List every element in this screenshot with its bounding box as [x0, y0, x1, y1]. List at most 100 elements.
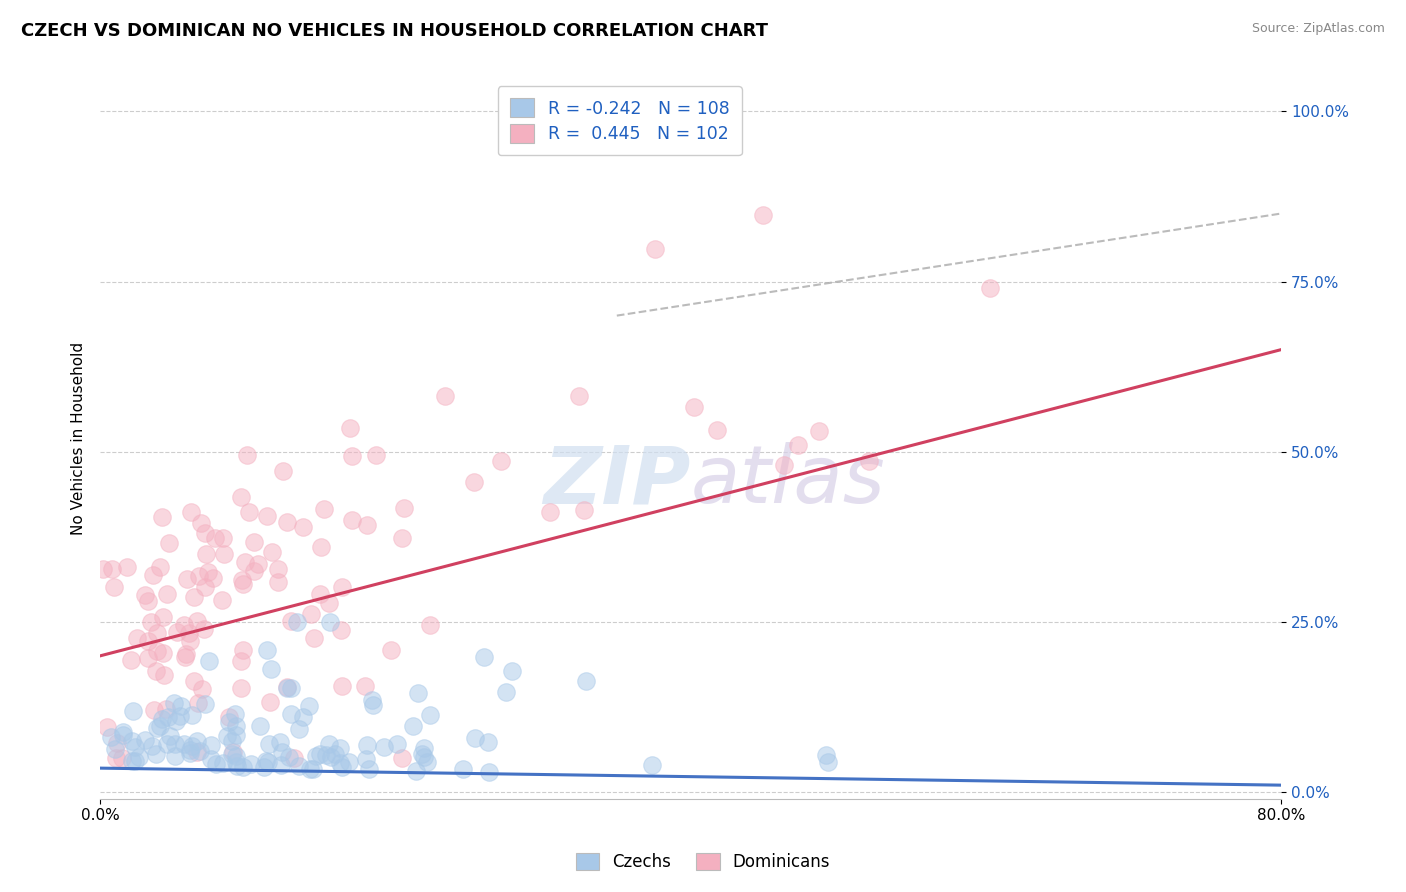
- Point: [211, 592, 233, 607]
- Point: [225, 728, 247, 742]
- Point: [309, 747, 332, 761]
- Point: [464, 731, 486, 746]
- Point: [157, 536, 180, 550]
- Point: [858, 454, 880, 468]
- Point: [299, 607, 322, 621]
- Point: [173, 737, 195, 751]
- Point: [254, 754, 277, 768]
- Point: [318, 737, 340, 751]
- Point: [150, 510, 173, 524]
- Point: [166, 624, 188, 639]
- Point: [472, 650, 495, 665]
- Point: [104, 751, 127, 765]
- Point: [501, 664, 523, 678]
- Point: [814, 748, 837, 763]
- Point: [309, 587, 332, 601]
- Point: [572, 503, 595, 517]
- Point: [222, 745, 245, 759]
- Point: [218, 715, 240, 730]
- Point: [280, 681, 302, 695]
- Point: [179, 746, 201, 760]
- Point: [188, 744, 211, 758]
- Point: [96, 720, 118, 734]
- Point: [314, 502, 336, 516]
- Point: [225, 755, 247, 769]
- Point: [278, 750, 301, 764]
- Point: [205, 756, 228, 771]
- Point: [146, 644, 169, 658]
- Point: [301, 762, 323, 776]
- Point: [406, 686, 429, 700]
- Point: [276, 681, 298, 695]
- Point: [231, 573, 253, 587]
- Point: [329, 623, 352, 637]
- Point: [145, 747, 167, 762]
- Point: [330, 580, 353, 594]
- Point: [817, 755, 839, 769]
- Point: [752, 208, 775, 222]
- Point: [224, 706, 246, 721]
- Point: [157, 709, 180, 723]
- Point: [152, 668, 174, 682]
- Point: [337, 755, 360, 769]
- Point: [134, 588, 156, 602]
- Point: [259, 662, 281, 676]
- Point: [329, 756, 352, 770]
- Point: [243, 564, 266, 578]
- Point: [186, 745, 208, 759]
- Point: [288, 758, 311, 772]
- Point: [145, 664, 167, 678]
- Point: [156, 737, 179, 751]
- Point: [179, 634, 201, 648]
- Point: [231, 654, 253, 668]
- Point: [291, 710, 314, 724]
- Point: [197, 566, 219, 580]
- Point: [276, 680, 298, 694]
- Point: [173, 650, 195, 665]
- Point: [136, 651, 159, 665]
- Point: [318, 597, 340, 611]
- Point: [183, 591, 205, 605]
- Point: [212, 531, 235, 545]
- Point: [329, 741, 352, 756]
- Point: [169, 709, 191, 723]
- Point: [156, 587, 179, 601]
- Point: [266, 575, 288, 590]
- Point: [128, 749, 150, 764]
- Point: [319, 750, 342, 764]
- Point: [411, 747, 433, 761]
- Point: [242, 534, 264, 549]
- Point: [391, 531, 413, 545]
- Point: [194, 547, 217, 561]
- Point: [152, 610, 174, 624]
- Point: [319, 615, 342, 629]
- Point: [173, 617, 195, 632]
- Point: [191, 681, 214, 696]
- Point: [287, 723, 309, 737]
- Point: [232, 643, 254, 657]
- Point: [787, 438, 810, 452]
- Point: [218, 710, 240, 724]
- Point: [150, 712, 173, 726]
- Point: [194, 526, 217, 541]
- Point: [353, 679, 375, 693]
- Text: Source: ZipAtlas.com: Source: ZipAtlas.com: [1251, 22, 1385, 36]
- Point: [148, 560, 170, 574]
- Point: [360, 693, 382, 707]
- Point: [356, 518, 378, 533]
- Point: [155, 702, 177, 716]
- Point: [183, 673, 205, 688]
- Point: [214, 547, 236, 561]
- Point: [217, 729, 239, 743]
- Point: [451, 762, 474, 776]
- Point: [412, 750, 434, 764]
- Point: [159, 729, 181, 743]
- Point: [256, 509, 278, 524]
- Point: [176, 572, 198, 586]
- Point: [146, 721, 169, 735]
- Point: [187, 568, 209, 582]
- Point: [538, 505, 561, 519]
- Point: [644, 242, 666, 256]
- Text: ZIP: ZIP: [543, 442, 690, 520]
- Point: [149, 719, 172, 733]
